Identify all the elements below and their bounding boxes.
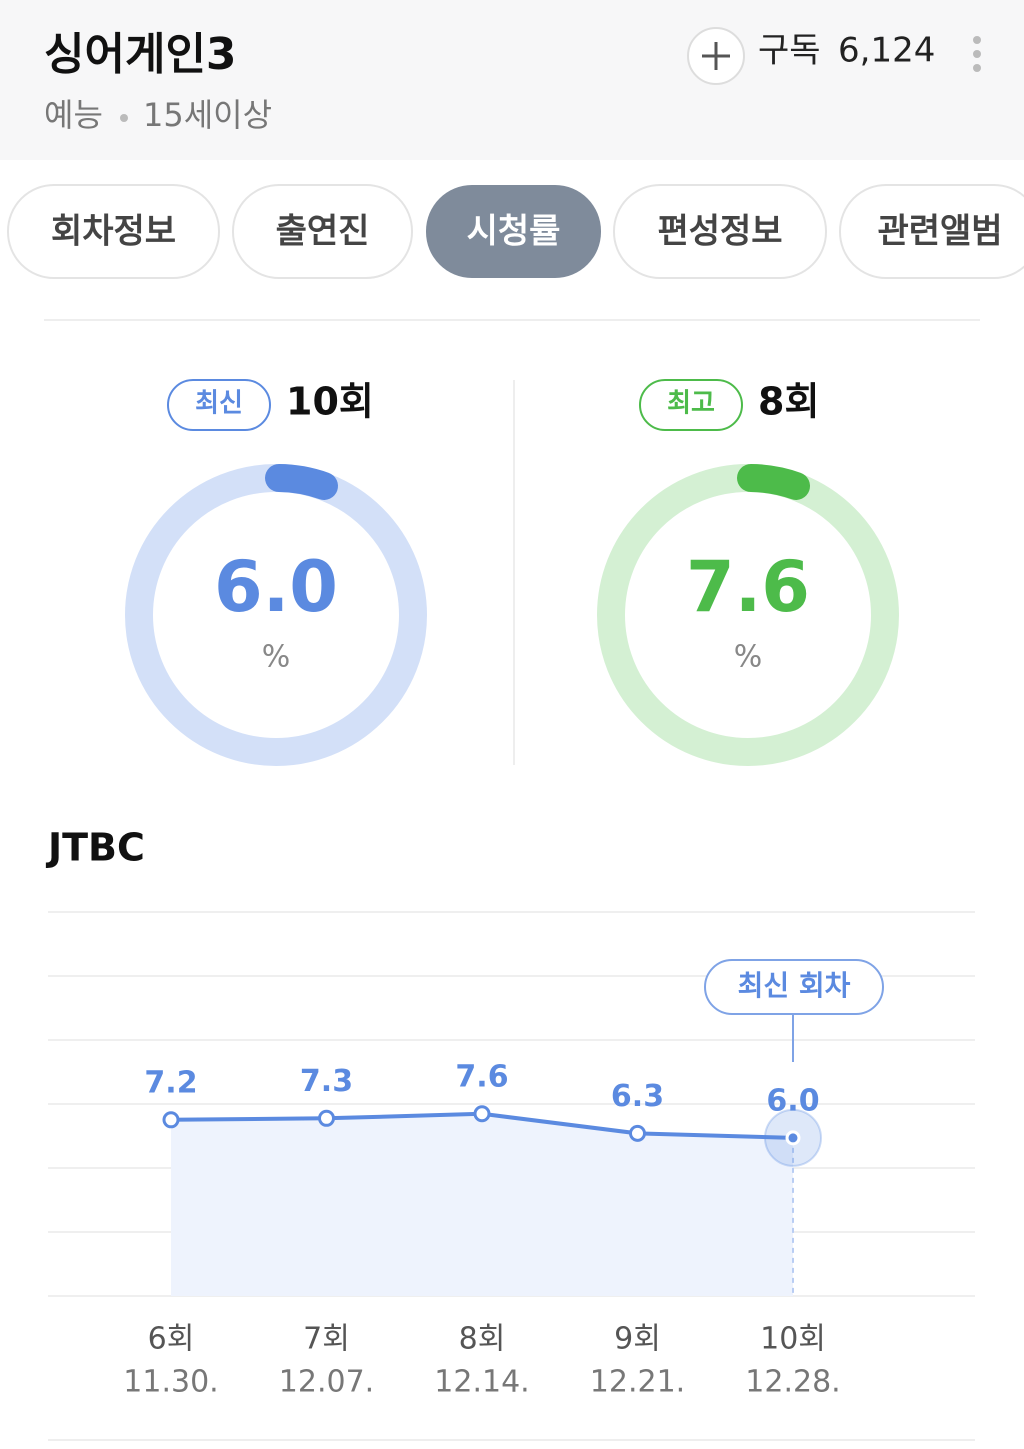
point xyxy=(473,1105,491,1123)
point xyxy=(629,1124,646,1142)
x-date-label: 12.28. xyxy=(745,1365,840,1400)
badge-label: 최고 xyxy=(667,389,715,419)
value-label: 7.2 xyxy=(144,1065,197,1100)
x-tick-label: 9회 xyxy=(614,1322,661,1357)
gauge-tip xyxy=(737,464,810,500)
episode: 8회 xyxy=(758,380,819,424)
tab[interactable] xyxy=(426,185,601,278)
value-label: 6.0 xyxy=(766,1083,819,1118)
gauge-tip xyxy=(265,464,338,500)
point xyxy=(318,1109,335,1127)
dot xyxy=(973,36,981,44)
x-tick-label: 7회 xyxy=(303,1322,350,1357)
point xyxy=(785,1130,801,1146)
gauge-unit: % xyxy=(262,640,291,675)
chart-title: JTBC xyxy=(45,826,145,870)
value-label: 7.3 xyxy=(300,1064,353,1099)
badge xyxy=(167,379,271,431)
x-tick-label: 6회 xyxy=(148,1322,195,1357)
tab[interactable] xyxy=(613,184,827,279)
subscribe-label: 구독 xyxy=(758,31,821,71)
tab[interactable] xyxy=(7,184,220,279)
x-tick-label: 10회 xyxy=(760,1322,826,1357)
separator-dot xyxy=(120,114,128,122)
title: 싱어게인3 xyxy=(44,29,237,80)
x-date-label: 12.07. xyxy=(279,1365,374,1400)
value-label: 7.6 xyxy=(455,1059,508,1094)
point xyxy=(162,1111,180,1129)
plus-icon xyxy=(702,42,730,70)
x-date-label: 12.14. xyxy=(434,1365,529,1400)
gauge-value: 7.6 xyxy=(686,546,810,628)
gauge-unit: % xyxy=(734,640,763,675)
tab-label[interactable]: 편성정보 xyxy=(657,212,782,252)
genre: 예능 xyxy=(44,96,103,134)
tab-label[interactable]: 시청률 xyxy=(467,212,561,252)
dot xyxy=(973,50,981,58)
episode: 10회 xyxy=(286,380,374,424)
area xyxy=(171,1113,793,1296)
tab[interactable] xyxy=(839,184,1024,279)
x-date-label: 11.30. xyxy=(123,1365,218,1400)
annotation: 최신 회차 xyxy=(738,969,851,1002)
tab-label[interactable]: 출연진 xyxy=(276,212,370,252)
subscribe-button[interactable] xyxy=(687,27,745,85)
badge-label: 최신 xyxy=(195,389,243,419)
x-tick-label: 8회 xyxy=(459,1322,506,1357)
badge xyxy=(639,379,743,431)
age-rating: 15세이상 xyxy=(143,96,272,134)
x-date-label: 12.21. xyxy=(590,1365,685,1400)
tab-label[interactable]: 관련앨범 xyxy=(877,212,1002,252)
subscribe-count: 6,124 xyxy=(838,31,935,71)
header-bg xyxy=(0,0,1024,160)
annotation-box xyxy=(704,959,884,1015)
tab[interactable] xyxy=(232,184,413,279)
more-menu[interactable] xyxy=(973,36,981,72)
dot xyxy=(973,64,981,72)
tab-label[interactable]: 회차정보 xyxy=(51,212,176,252)
gauge-value: 6.0 xyxy=(214,546,338,628)
value-label: 6.3 xyxy=(611,1079,664,1114)
